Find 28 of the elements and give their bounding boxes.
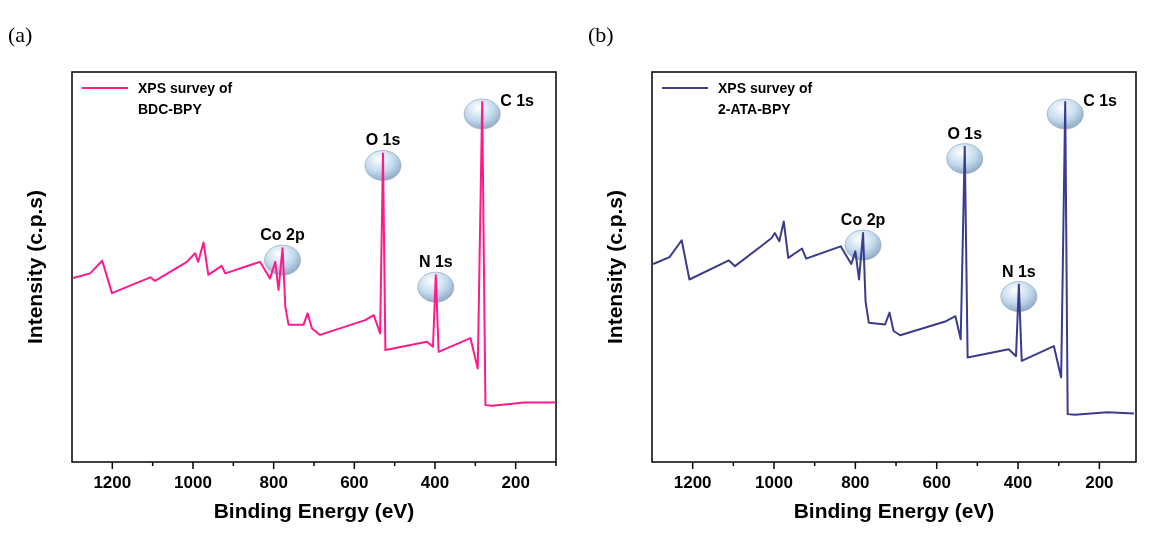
x-tick-label: 400 [420,473,450,492]
annotation: Co 2p [260,226,305,244]
legend-label: XPS survey of BDC-BPY [138,80,233,117]
annotation: N 1s [418,253,453,271]
y-axis-title: Intensity (c.p.s) [603,189,626,345]
x-axis-title: Binding Energy (eV) [213,499,415,522]
x-tick-label: 1000 [174,473,212,492]
chart-title: (b) [588,22,614,47]
x-tick-label: 1000 [755,473,793,492]
x-axis-title: Binding Energy (eV) [793,499,995,522]
x-tick-label: 1200 [673,473,712,492]
annotation: O 1s [947,124,983,142]
chart-title: (a) [8,22,33,47]
y-axis-title: Intensity (c.p.s) [23,189,46,345]
annotation: Co 2p [840,211,886,229]
x-tick-label: 600 [340,473,369,492]
x-tick-label: 400 [1003,473,1033,492]
legend-label: XPS survey of 2-ATA-BPY [718,80,813,117]
x-tick-label: 800 [841,473,870,492]
annotation: N 1s [1001,262,1036,280]
x-tick-label: 1200 [93,473,132,492]
x-tick-label: 600 [922,473,951,492]
annotation: C 1s [1083,92,1118,109]
annotation: C 1s [500,92,535,109]
annotation: O 1s [365,131,401,149]
x-tick-label: 200 [1085,473,1114,492]
x-tick-label: 800 [259,473,288,492]
x-tick-label: 200 [501,473,530,492]
